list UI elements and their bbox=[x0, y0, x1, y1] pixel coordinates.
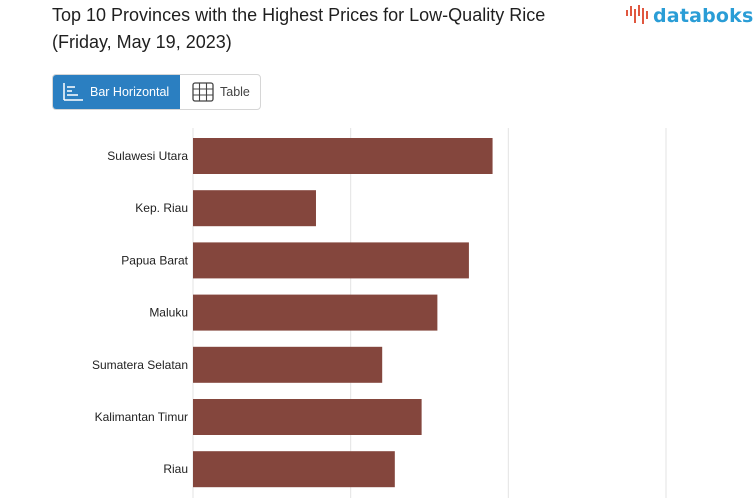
bar[interactable] bbox=[193, 346, 383, 383]
bar[interactable] bbox=[193, 451, 395, 488]
category-label: Sumatera Selatan bbox=[92, 358, 188, 372]
category-label: Sulawesi Utara bbox=[107, 149, 188, 163]
table-grid-icon bbox=[192, 82, 214, 102]
category-label: Papua Barat bbox=[121, 253, 188, 267]
category-label: Kalimantan Timur bbox=[95, 410, 188, 424]
tab-table-label: Table bbox=[220, 85, 250, 99]
databoks-logo[interactable]: databoks bbox=[625, 2, 753, 30]
category-label: Maluku bbox=[149, 306, 188, 320]
category-label: Kep. Riau bbox=[135, 201, 188, 215]
bar[interactable] bbox=[193, 242, 469, 279]
bar-chart: Sulawesi Utara Kep. Riau Papua Barat Maluku… bbox=[92, 128, 667, 498]
category-labels: Sulawesi Utara Kep. Riau Papua Barat Maluku… bbox=[92, 149, 189, 476]
grid-lines bbox=[192, 128, 667, 498]
logo-text: databoks bbox=[653, 5, 753, 27]
bar[interactable] bbox=[193, 138, 493, 174]
title-line-2: (Friday, May 19, 2023) bbox=[52, 32, 232, 52]
chart-title: Top 10 Provinces with the Highest Prices… bbox=[52, 2, 612, 56]
bar[interactable] bbox=[193, 294, 438, 331]
bar-pattern-logo-icon bbox=[626, 5, 648, 24]
tab-table[interactable]: Table bbox=[180, 75, 250, 109]
tab-bar-horizontal-label: Bar Horizontal bbox=[90, 85, 170, 99]
bars bbox=[193, 138, 493, 488]
title-line-1: Top 10 Provinces with the Highest Prices… bbox=[52, 5, 546, 25]
bar[interactable] bbox=[193, 399, 422, 435]
bar-horizontal-icon bbox=[63, 83, 83, 101]
tab-bar-horizontal[interactable]: Bar Horizontal bbox=[53, 75, 180, 109]
bar[interactable] bbox=[193, 190, 316, 227]
category-label: Riau bbox=[163, 462, 188, 476]
view-tabs: Bar Horizontal Table bbox=[52, 74, 261, 110]
